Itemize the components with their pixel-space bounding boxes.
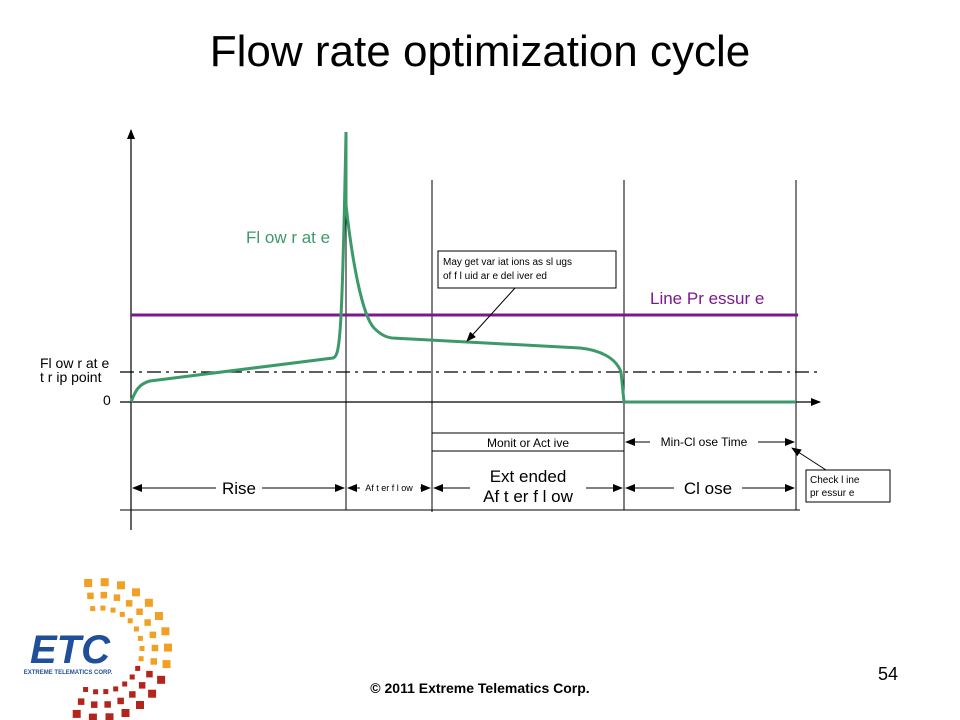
logo-dot [129,674,135,680]
logo-dot [84,579,93,587]
monitor-active-label: Monit or Act ive [487,436,569,450]
logo-dot [136,701,144,709]
logo-dot [144,619,151,626]
logo-dot [121,709,130,717]
logo-dot [105,713,114,720]
logo-mark: ETC [30,628,111,672]
logo-dot [93,689,99,695]
logo-dot [91,701,98,708]
logo-dot [139,646,145,651]
logo-dot [162,660,171,669]
slide-title: Flow rate optimization cycle [209,27,751,76]
callout-check-arrow [791,447,827,471]
logo-dot [164,643,172,652]
logo-sunburst-dots [72,578,172,720]
logo-dot [150,658,157,665]
logo-dot [117,697,124,705]
logo-dot [100,591,108,599]
callout-check-line1: Check l ine [810,475,860,486]
zero-label: 0 [103,392,111,408]
etc-logo: ETC EXTREME TELEMATICS CORP. [24,578,172,720]
logo-dot [77,698,85,705]
logo-dot [146,670,153,678]
trip-point-label-line2: t r ip point [40,369,102,385]
logo-dot [90,606,96,612]
phase-rise-label: Rise [222,479,256,498]
logo-dot [149,631,157,639]
logo-dot [113,594,121,601]
phase-afterflow-label: Af t er f l ow [365,483,413,493]
trip-point-label-line1: Fl ow r at e [40,355,109,371]
logo-dot [103,689,109,695]
min-close-time-label: Min-Cl ose Time [661,435,748,449]
line-pressure-label: Line Pr essur e [650,289,764,308]
logo-dot [87,592,94,600]
logo-dot [127,618,133,624]
logo-dot [138,656,144,662]
flow-rate-curve [129,131,796,404]
monitor-active-box [431,432,625,452]
copyright-footer: © 2011 Extreme Telematics Corp. [370,680,590,696]
logo-dot [154,612,163,620]
logo-dot [117,581,125,590]
logo-dot [122,681,128,687]
logo-dot [161,627,170,636]
logo-dot [157,675,166,684]
logo-dot [132,588,140,597]
logo-dot [129,691,136,698]
logo-dot [148,689,157,698]
logo-dot [135,665,141,671]
logo-dot [104,701,111,708]
callout-check-box [805,469,891,503]
callout-slugs-line2: of f l uid ar e del iver ed [443,271,547,282]
phase-extended-label-line1: Ext ended [490,467,567,486]
logo-dot [137,635,143,641]
callout-slugs-arrow [466,287,516,342]
logo-dot [119,611,125,617]
logo-dot [125,600,133,607]
logo-dot [113,686,119,692]
phase-extended-label-line2: Af t er f l ow [483,487,573,506]
logo-dot [144,598,153,607]
flow-rate-label: Fl ow r at e [246,228,330,247]
logo-dot [133,626,139,632]
logo-dot [136,608,143,615]
callout-slugs-line1: May get var iat ions as sl ugs [443,257,572,268]
logo-dot [83,687,89,692]
logo-dot [151,644,159,652]
logo-dot [88,713,97,720]
logo-dot [100,578,109,587]
page-number: 54 [878,664,899,684]
logo-dot [72,709,81,718]
logo-dot [100,605,106,611]
callout-slugs-box [437,250,617,289]
logo-dot [110,607,116,613]
phase-close-label: Cl ose [684,479,732,498]
logo-dot [138,682,146,689]
callout-check-line2: pr essur e [810,488,855,499]
logo-tagline: EXTREME TELEMATICS CORP. [24,670,113,676]
